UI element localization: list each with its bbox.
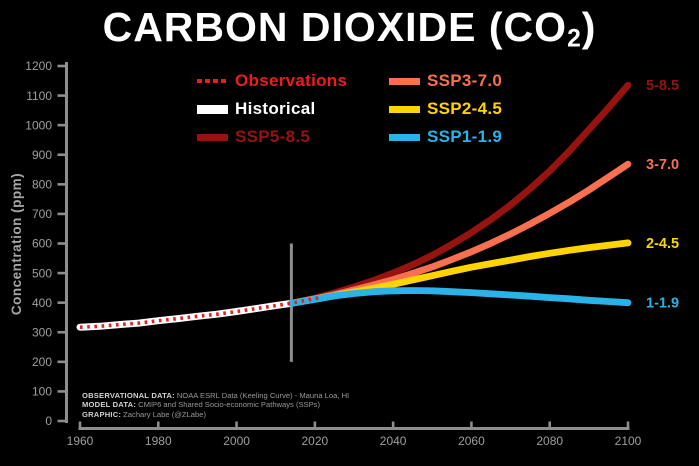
ssp3-7-0-line-swatch <box>389 77 420 85</box>
credit-line-graphic: GRAPHIC: Zachary Labe (@ZLabe) <box>82 410 349 419</box>
credit-line-model-data: MODEL DATA: CMIP6 and Shared Socio-econom… <box>82 400 349 409</box>
legend-item-historical: Historical <box>197 95 347 123</box>
legend-item-ssp2-4-5: SSP2-4.5 <box>389 95 502 123</box>
credit-text: Zachary Labe (@ZLabe) <box>123 409 206 419</box>
x-axis-tick-label: 2040 <box>380 434 407 448</box>
series-line-ssp1-1-9 <box>287 287 632 307</box>
end-label-2-4-5: 2-4.5 <box>646 236 679 252</box>
y-axis-tick-label: 400 <box>32 296 52 310</box>
legend-item-ssp1-1-9: SSP1-1.9 <box>389 123 502 151</box>
credit-line-observational-data: OBSERVATIONAL DATA: NOAA ESRL Data (Keeli… <box>82 391 349 400</box>
title-subscript: 2 <box>567 25 582 53</box>
y-axis-tick-label: 500 <box>32 266 52 280</box>
y-axis-tick-label: 800 <box>32 178 52 192</box>
legend-item-ssp5-8-5: SSP5-8.5 <box>197 123 347 151</box>
series-line-observations <box>79 296 320 329</box>
ssp5-8-5-line-swatch <box>197 133 228 141</box>
end-label-3-7-0: 3-7.0 <box>646 157 679 173</box>
end-label-1-1-9: 1-1.9 <box>646 296 679 312</box>
y-axis-title: Concentration (ppm) <box>9 173 24 315</box>
observations-dotted-swatch <box>197 79 228 83</box>
x-axis-tick-label: 2080 <box>536 434 563 448</box>
x-axis-tick-label: 2020 <box>302 434 329 448</box>
ssp1-1-9-line-swatch <box>389 133 420 141</box>
y-axis-tick-label: 900 <box>32 148 52 162</box>
credit-text: NOAA ESRL Data (Keeling Curve) - Mauna L… <box>176 391 350 400</box>
credit-label: MODEL DATA: <box>82 400 137 410</box>
title-close: ) <box>581 4 597 50</box>
y-axis-tick-label: 0 <box>45 414 52 428</box>
series-line-ssp3-7-0 <box>287 160 632 307</box>
x-axis-tick-label: 2060 <box>458 434 485 448</box>
legend-label: Observations <box>235 71 348 90</box>
data-credits: OBSERVATIONAL DATA: NOAA ESRL Data (Keeli… <box>82 391 349 419</box>
x-axis-tick-label: 2100 <box>615 434 642 448</box>
legend-label: SSP5-8.5 <box>235 127 311 146</box>
credit-label: GRAPHIC: <box>82 409 122 419</box>
y-axis-tick-label: 600 <box>32 237 52 251</box>
legend-item-ssp3-7-0: SSP3-7.0 <box>389 67 502 95</box>
y-axis-tick-label: 1000 <box>25 118 52 132</box>
x-axis-tick-label: 1980 <box>145 434 172 448</box>
y-axis-tick-label: 700 <box>32 207 52 221</box>
legend-column-2: SSP3-7.0 SSP2-4.5 SSP1-1.9 <box>389 67 502 151</box>
page-title: CARBON DIOXIDE (CO2) <box>0 4 699 53</box>
x-axis-tick-label: 1960 <box>67 434 94 448</box>
x-axis-tick-label: 2000 <box>223 434 250 448</box>
historical-line-swatch <box>197 104 228 114</box>
legend-label: SSP3-7.0 <box>427 71 503 90</box>
end-label-5-8-5: 5-8.5 <box>646 78 679 94</box>
credit-label: OBSERVATIONAL DATA: <box>82 391 175 400</box>
legend-label: SSP2-4.5 <box>427 99 503 118</box>
y-axis-tick-label: 300 <box>32 325 52 339</box>
y-axis-tick-label: 1100 <box>26 89 52 103</box>
y-axis-tick-label: 100 <box>32 385 52 399</box>
y-axis-tick-label: 200 <box>32 355 52 369</box>
title-main: CARBON DIOXIDE (CO <box>102 4 568 50</box>
y-axis-tick-label: 1200 <box>25 59 52 73</box>
legend-item-observations: Observations <box>197 67 347 95</box>
ssp2-4-5-line-swatch <box>389 105 420 113</box>
legend-label: SSP1-1.9 <box>427 127 503 146</box>
legend-label: Historical <box>235 99 316 118</box>
legend-column-1: Observations Historical SSP5-8.5 <box>197 67 347 151</box>
credit-text: CMIP6 and Shared Socio-economic Pathways… <box>138 400 321 410</box>
